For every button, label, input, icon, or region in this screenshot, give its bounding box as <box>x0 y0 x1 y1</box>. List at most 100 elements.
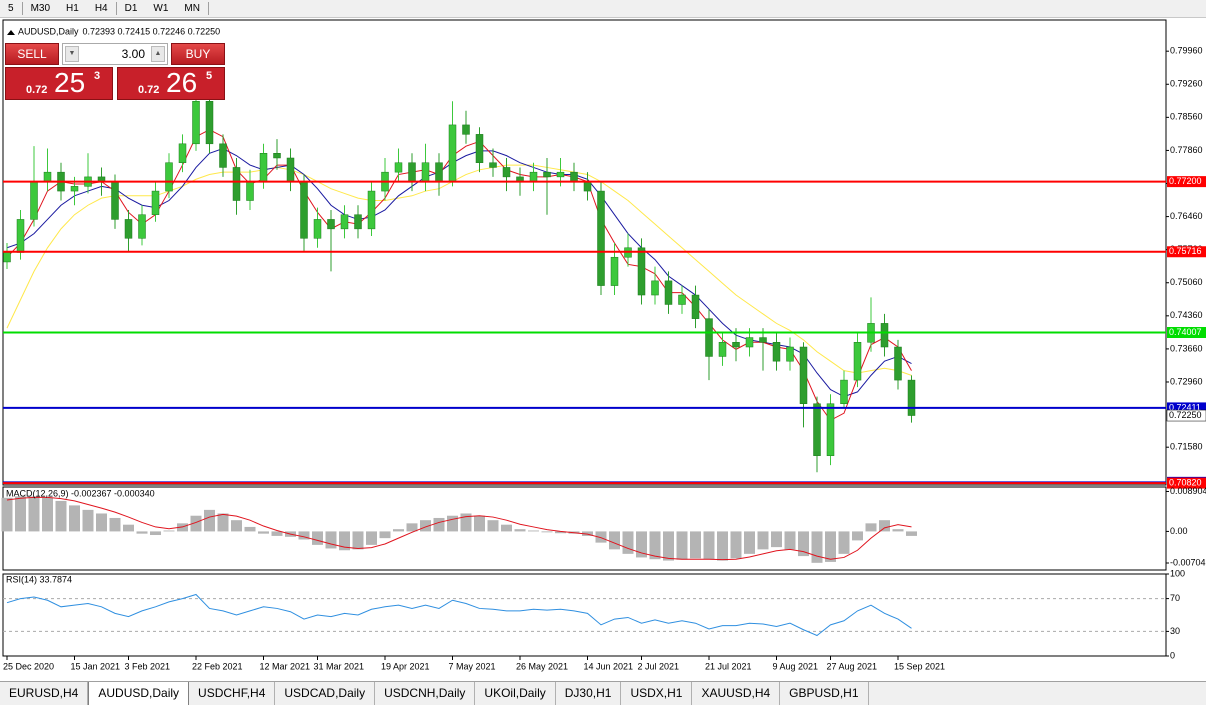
candle-body <box>192 101 200 145</box>
sell-price[interactable]: 0.72 25 3 <box>5 67 113 100</box>
x-tick-label: 3 Feb 2021 <box>125 661 171 671</box>
candle-body <box>489 162 497 168</box>
timeframe-button[interactable]: H1 <box>66 3 79 14</box>
level-label-bg <box>1167 402 1206 414</box>
macd-bar <box>757 531 769 550</box>
timeframe-button[interactable]: 5 <box>8 3 14 14</box>
candle-body <box>448 124 457 182</box>
macd-bar <box>474 515 485 532</box>
x-tick-label: 9 Aug 2021 <box>773 661 819 671</box>
x-tick-label: 7 May 2021 <box>449 661 496 671</box>
x-tick-label: 12 Mar 2021 <box>260 661 311 671</box>
macd-bar <box>339 531 350 551</box>
price-prefix: 0.72 <box>26 84 48 96</box>
candle-body <box>327 219 335 230</box>
candle-body <box>529 171 538 182</box>
candle-body <box>894 346 902 381</box>
y-tick-label: 0.76460 <box>1170 211 1203 221</box>
x-tick-label: 31 Mar 2021 <box>314 661 365 671</box>
chart-tab[interactable]: GBPUSD,H1 <box>780 682 869 705</box>
candle-body <box>907 379 916 416</box>
chart-tab[interactable]: USDCHF,H4 <box>189 682 276 705</box>
macd-bar <box>649 531 661 560</box>
chart-tab[interactable]: EURUSD,H4 <box>0 682 89 705</box>
macd-bar <box>96 513 107 532</box>
chart-tab[interactable]: XAUUSD,H4 <box>692 682 781 705</box>
macd-bar <box>528 530 539 532</box>
timeframe-button[interactable]: M30 <box>30 3 51 14</box>
macd-bar <box>514 529 526 532</box>
sell-button[interactable]: SELL <box>5 43 59 65</box>
lot-up[interactable]: ▲ <box>151 46 165 62</box>
x-tick-label: 25 Dec 2020 <box>3 661 54 671</box>
signal-line <box>6 496 912 561</box>
macd-bar <box>217 513 229 532</box>
chart-tab[interactable]: USDCNH,Daily <box>375 682 476 705</box>
candle-body <box>705 318 713 357</box>
candle-body <box>610 256 619 286</box>
chart-tab[interactable]: UKOil,Daily <box>475 682 556 705</box>
x-tick-label: 2 Jul 2021 <box>638 661 680 671</box>
candle-body <box>462 124 470 135</box>
macd-bar <box>433 517 445 532</box>
candle-body <box>70 186 79 192</box>
panel-title: MACD(12,26,9) -0.002367 -0.000340 <box>6 488 155 498</box>
candle-body <box>718 342 727 357</box>
macd-bar <box>312 531 323 545</box>
chart-tab[interactable]: USDX,H1 <box>621 682 693 705</box>
candle-body <box>151 190 160 215</box>
macd-bar <box>838 531 850 554</box>
candle-body <box>394 162 403 173</box>
macd-bar <box>663 531 674 561</box>
macd-bar <box>609 531 620 550</box>
candle-body <box>732 342 740 348</box>
price-pips: 25 <box>54 67 86 98</box>
price-fraction: 5 <box>206 70 213 82</box>
chart-tab[interactable]: AUDUSD,Daily <box>88 682 190 705</box>
level-label: 0.75716 <box>1169 246 1202 256</box>
chart-tab[interactable]: DJ30,H1 <box>556 682 622 705</box>
bid-label: 0.72250 <box>1169 410 1202 420</box>
timeframe-button[interactable]: D1 <box>124 3 138 14</box>
candle-body <box>543 171 551 178</box>
y-tick-label: 70 <box>1170 593 1180 603</box>
macd-bar <box>825 531 836 562</box>
macd-bar <box>393 529 404 532</box>
chart-tab[interactable]: USDCAD,Daily <box>275 682 376 705</box>
macd-bar <box>798 531 809 557</box>
candle-body <box>664 280 673 305</box>
macd-bar <box>906 531 917 536</box>
candle-body <box>16 219 25 253</box>
macd-bar <box>42 497 53 532</box>
macd-bar <box>501 524 512 532</box>
y-tick-label: 0.79960 <box>1170 46 1203 56</box>
timeframe-toolbar: 5 M30 H1 H4 D1 W1 MN <box>0 0 1206 18</box>
macd-bar <box>15 496 26 532</box>
candle-body <box>178 143 187 163</box>
timeframe-button[interactable]: H4 <box>94 3 108 14</box>
buy-price[interactable]: 0.72 26 5 <box>117 67 225 100</box>
macd-bar <box>244 526 256 532</box>
candle-body <box>273 153 281 159</box>
lot-down[interactable]: ▼ <box>65 46 79 62</box>
macd-bar <box>717 531 728 561</box>
x-tick-label: 21 Jul 2021 <box>705 661 752 671</box>
macd-bar <box>366 531 377 545</box>
candle-body <box>219 143 227 168</box>
y-tick-label: 0.75060 <box>1170 277 1203 287</box>
candle-body <box>165 162 173 192</box>
timeframe-button[interactable]: W1 <box>153 3 169 14</box>
candle-body <box>826 403 835 456</box>
macd-bar <box>123 524 134 532</box>
macd-bar <box>811 531 823 563</box>
candle-body <box>880 323 889 348</box>
candle-body <box>570 171 578 182</box>
buy-button[interactable]: BUY <box>171 43 225 65</box>
timeframe-button[interactable]: MN <box>184 3 200 14</box>
level-label-bg <box>1167 477 1206 489</box>
macd-bar <box>460 513 472 532</box>
macd-bar <box>676 531 688 560</box>
lot-input[interactable]: ▼ 3.00 ▲ <box>62 43 168 65</box>
x-tick-label: 14 Jun 2021 <box>584 661 634 671</box>
